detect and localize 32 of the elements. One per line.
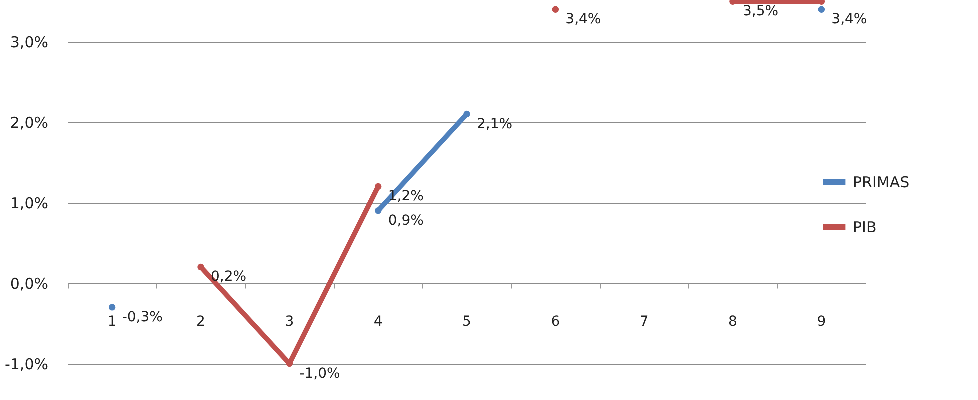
data-label: 3,4% (832, 12, 868, 28)
x-tick-label: 4 (374, 314, 383, 330)
legend-label: PIB (853, 218, 877, 236)
point (374, 183, 382, 190)
y-tick-label: 3,0% (10, 33, 48, 52)
point (374, 208, 382, 214)
x-tick-label: 8 (728, 314, 738, 330)
legend-label: PRIMAS (853, 174, 910, 192)
x-tick-label: 2 (196, 314, 206, 330)
x-tick-label: 3 (285, 314, 294, 330)
point (198, 264, 204, 271)
data-label: 2,1% (477, 116, 513, 132)
data-label: 0,9% (388, 212, 424, 229)
x-tick-label: 6 (551, 314, 560, 330)
point (552, 6, 560, 14)
point (730, 0, 736, 5)
point (108, 304, 116, 311)
y-tick-label: 1,0% (10, 194, 48, 212)
x-tick-label: 7 (640, 314, 649, 330)
x-tick-label: 5 (462, 314, 472, 330)
y-tick-label: 2,0% (10, 114, 48, 132)
data-label: -0,3% (122, 309, 163, 326)
data-label: 3,5% (743, 4, 779, 20)
x-tick-label: 1 (108, 314, 117, 330)
x-tick-label: 9 (817, 314, 826, 330)
point (818, 6, 826, 14)
y-tick-label: -1,0% (4, 355, 48, 374)
data-label: 3,4% (566, 12, 602, 28)
y-tick-label: 0,0% (10, 274, 48, 293)
point (464, 110, 470, 118)
data-label: -1,0% (300, 366, 340, 382)
data-label: 0,2% (211, 269, 247, 286)
